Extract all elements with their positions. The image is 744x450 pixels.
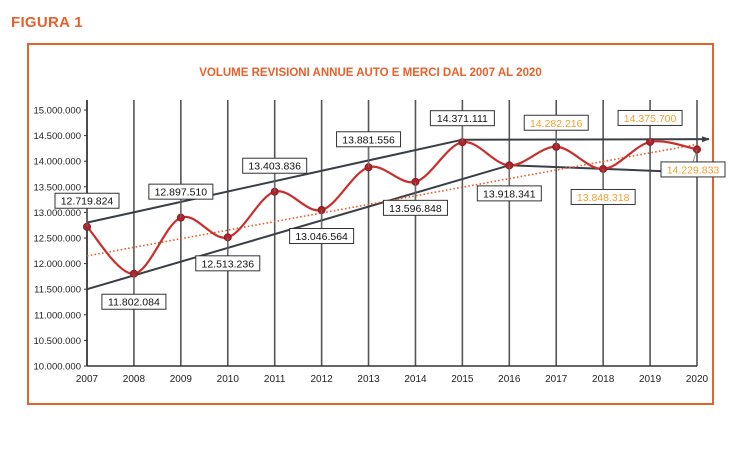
data-label-box [242,157,308,174]
y-tick-label: 11.500.000 [34,285,81,296]
y-tick-label: 13.500.000 [33,182,81,193]
data-label: 14.282.216 [530,118,583,130]
data-label: 13.881.556 [342,134,395,146]
data-label: 12.719.824 [61,196,114,208]
y-tick-label: 14.000.000 [33,157,81,168]
figure-label: FIGURA 1 [11,14,83,31]
data-label: 13.046.564 [295,231,348,243]
y-tick-label: 12.500.000 [33,234,81,245]
data-label-box [523,114,589,131]
y-tick-label: 12.000.000 [33,259,81,270]
y-tick-label: 13.000.000 [33,208,81,219]
data-label-box [476,185,542,202]
channel-line [462,136,710,143]
data-label-box [336,131,402,148]
x-tick-label: 2013 [357,374,380,385]
data-label: 14.371.111 [437,113,488,125]
x-tick-label: 2017 [545,374,568,385]
data-label: 13.848.318 [577,192,630,204]
channel-line [86,164,510,291]
x-tick-label: 2016 [498,374,521,385]
y-tick-label: 10.000.000 [33,362,81,373]
data-label-box [101,293,167,310]
data-label-box [382,199,448,216]
data-label: 14.375.700 [624,113,677,125]
data-label: 12.897.510 [155,187,208,199]
data-label: 13.596.848 [389,203,442,215]
data-label: 13.918.341 [483,188,536,200]
x-tick-label: 2011 [264,374,286,385]
data-label-box [660,161,726,178]
x-tick-label: 2015 [451,374,474,385]
data-label-box [289,228,355,245]
data-label: 11.802.084 [108,297,160,309]
x-tick-label: 2018 [592,374,615,385]
x-tick-label: 2008 [123,374,146,385]
x-tick-label: 2019 [639,374,662,385]
x-tick-label: 2009 [170,374,193,385]
chart-frame [27,43,714,405]
data-label-leader [692,149,698,163]
data-label: 12.513.236 [201,258,254,270]
data-label-box [148,183,214,200]
x-tick-label: 2014 [404,374,427,385]
x-tick-label: 2012 [310,374,333,385]
data-label-box [54,192,120,209]
x-tick-label: 2010 [217,374,240,385]
data-label-box [617,109,683,126]
data-label-box [429,110,495,127]
y-tick-label: 10.500.000 [33,336,81,347]
chart-title: VOLUME REVISIONI ANNUE AUTO E MERCI DAL … [199,67,542,79]
y-tick-label: 15.000.000 [33,106,81,117]
data-label-box [570,188,636,205]
x-tick-label: 2007 [76,374,99,385]
y-tick-label: 14.500.000 [33,131,81,142]
trend-line [86,143,698,257]
y-tick-label: 11.000.000 [34,310,81,321]
x-tick-label: 2020 [686,374,709,385]
data-label: 13.403.836 [248,161,301,173]
data-label-box [195,255,261,272]
data-label: 14.229.833 [667,164,720,176]
